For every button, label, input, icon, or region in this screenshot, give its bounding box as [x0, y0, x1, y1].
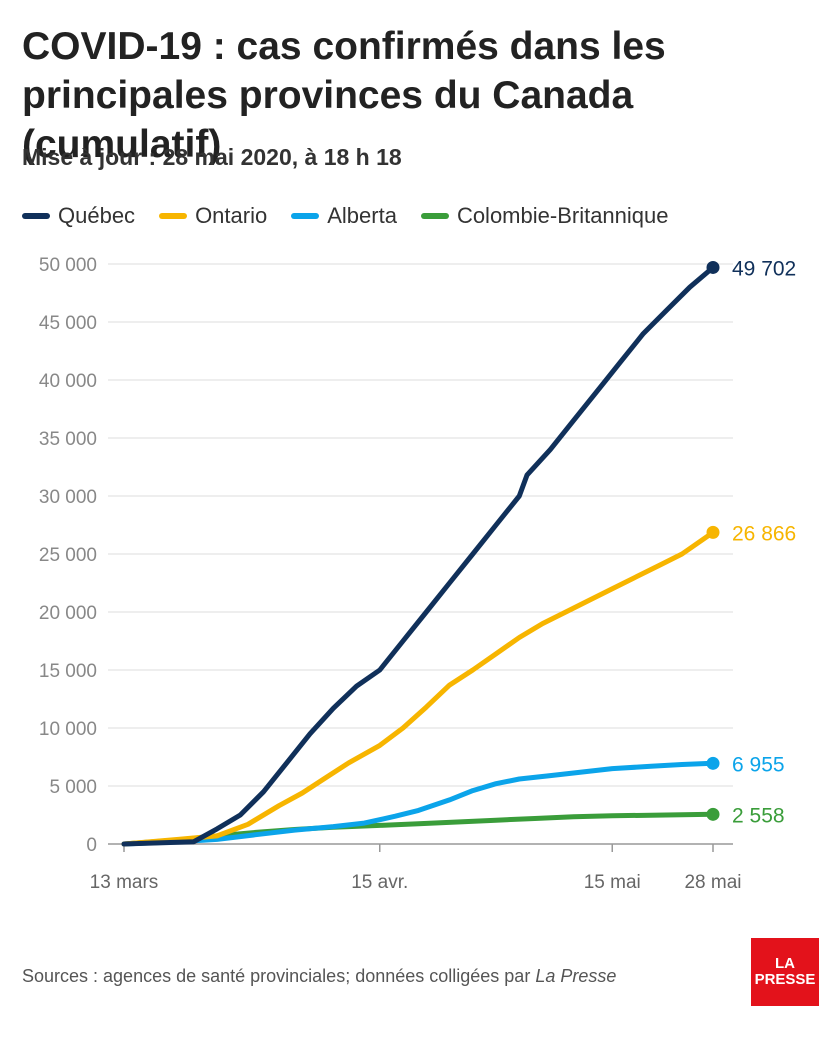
legend-label: Alberta — [327, 203, 397, 228]
series-end-label: 26 866 — [732, 522, 796, 545]
legend-label: Québec — [58, 203, 136, 228]
x-tick-label: 15 avr. — [351, 872, 408, 893]
legend-label: Ontario — [195, 203, 268, 228]
legend-swatch — [159, 213, 188, 219]
logo-line-2: PRESSE — [754, 971, 816, 988]
x-tick-label: 28 mai — [684, 872, 741, 893]
series-end-label: 49 702 — [732, 257, 796, 280]
series-line — [121, 760, 716, 847]
series-end-label: 6 955 — [732, 753, 785, 776]
source-note: Sources : agences de santé provinciales;… — [22, 966, 616, 987]
la-presse-logo: LA PRESSE — [751, 938, 819, 1006]
legend-swatch — [22, 213, 50, 219]
y-tick-label: 30 000 — [39, 487, 97, 508]
y-tick-label: 5 000 — [49, 777, 97, 798]
logo-line-1: LA — [775, 955, 795, 972]
series-end-label: 2 558 — [732, 804, 785, 827]
legend-swatch — [291, 213, 320, 219]
chart-subtitle: Mise à jour : 28 mai 2020, à 18 h 18 — [22, 144, 402, 170]
source-publication: La Presse — [535, 966, 617, 986]
y-tick-label: 35 000 — [39, 429, 97, 450]
chart-title: COVID-19 : cas confirmés dans les princi… — [22, 25, 666, 166]
series-line — [121, 265, 716, 847]
legend-item: Ontario — [159, 203, 267, 229]
series-end-point — [706, 525, 720, 539]
series-line — [121, 529, 716, 847]
y-tick-label: 0 — [86, 835, 97, 856]
y-tick-label: 15 000 — [39, 661, 97, 682]
y-tick-label: 40 000 — [39, 371, 97, 392]
line-chart: 0 5 000 10 000 15 000 20 000 25 000 30 000 35 0… — [39, 255, 796, 893]
source-text: Sources : agences de santé provinciales;… — [22, 966, 536, 986]
legend-item: Québec — [22, 203, 135, 229]
y-tick-label: 10 000 — [39, 719, 97, 740]
x-tick-label: 15 mai — [584, 872, 641, 893]
series-end-point — [706, 807, 720, 821]
legend-label: Colombie-Britannique — [456, 203, 669, 228]
series-line — [121, 811, 716, 847]
series-end-point — [706, 756, 720, 770]
chart-legend: Québec Ontario Alberta Colombie-Britannique — [22, 203, 669, 229]
series-end-point — [706, 260, 720, 274]
legend-item: Alberta — [291, 203, 397, 229]
legend-swatch — [420, 213, 449, 219]
x-tick-label: 13 mars — [90, 872, 159, 893]
legend-item: Colombie-Britannique — [420, 203, 669, 229]
y-tick-label: 20 000 — [39, 603, 97, 624]
y-tick-label: 25 000 — [39, 545, 97, 566]
y-tick-label: 50 000 — [39, 255, 97, 276]
y-tick-label: 45 000 — [39, 313, 97, 334]
